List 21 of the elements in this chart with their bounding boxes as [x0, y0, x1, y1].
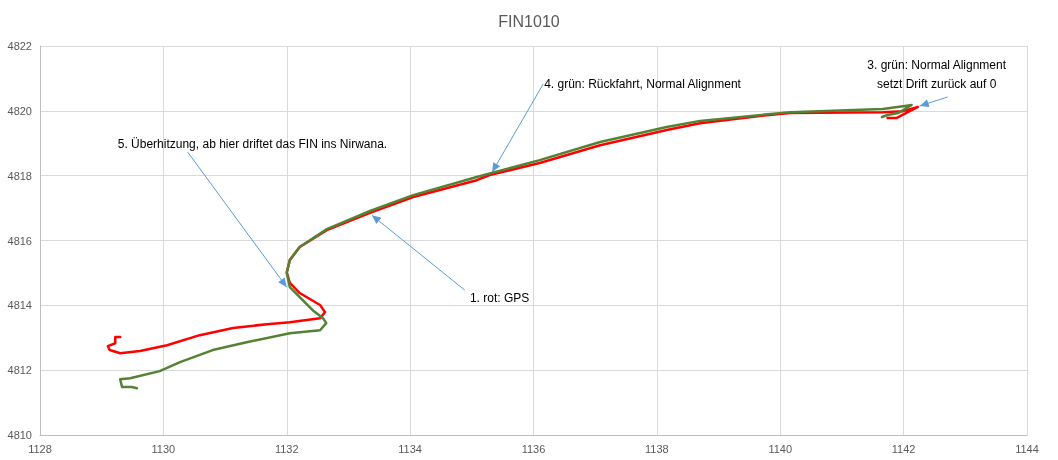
x-tick-label: 1132: [274, 442, 299, 455]
chart-title: FIN1010: [498, 12, 560, 30]
y-tick-label: 4818: [7, 169, 32, 182]
y-tick-label: 4810: [7, 429, 32, 441]
y-tick-label: 4814: [7, 299, 32, 312]
annotation: 3. grün: Normal Alignment setzt Drift zurück auf 0: [867, 58, 1007, 92]
annotation: 1. rot: GPS: [469, 291, 530, 306]
annotation: 4. grün: Rückfahrt, Normal Alignment: [544, 77, 742, 92]
y-tick-label: 4822: [7, 40, 32, 52]
annotation: 5. Überhitzung, ab hier driftet das FIN ins Nirwana.: [117, 137, 388, 152]
x-tick-label: 1140: [768, 442, 793, 455]
x-tick-label: 1130: [151, 442, 176, 455]
x-tick-label: 1128: [28, 442, 52, 455]
y-tick-label: 4812: [7, 364, 32, 377]
x-tick-label: 1134: [398, 442, 422, 455]
y-tick-label: 4820: [7, 104, 32, 117]
x-tick-label: 1144: [1015, 442, 1039, 455]
x-tick-label: 1136: [521, 442, 546, 455]
x-tick-label: 1142: [891, 442, 916, 455]
y-tick-label: 4816: [7, 234, 32, 247]
x-tick-label: 1138: [645, 442, 669, 455]
